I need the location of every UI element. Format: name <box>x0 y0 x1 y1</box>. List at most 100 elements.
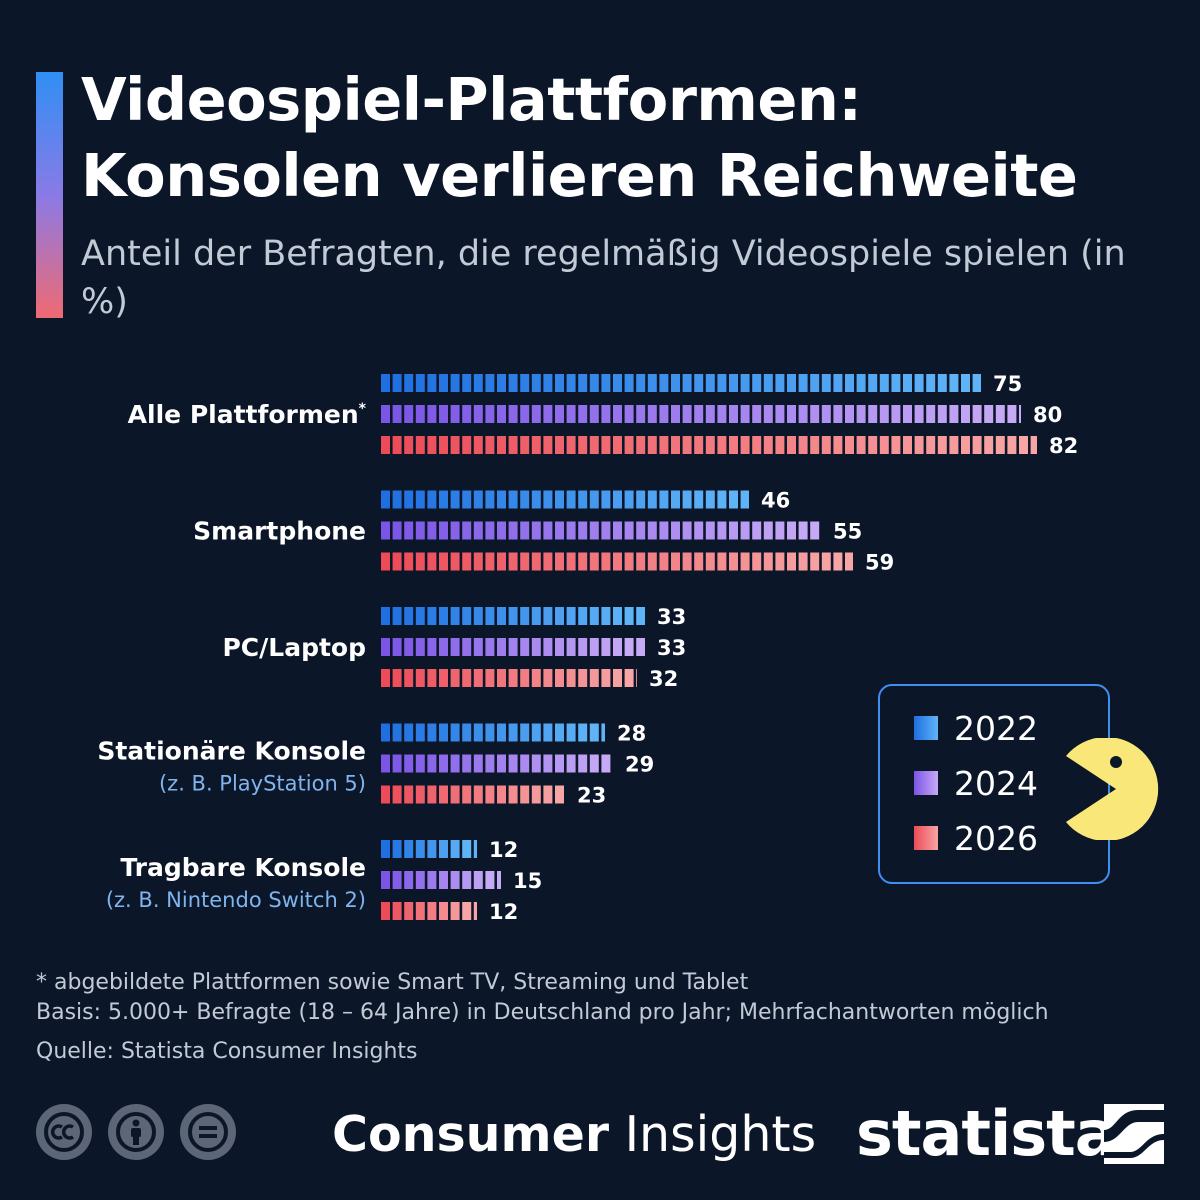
no-derivatives-icon[interactable] <box>180 1104 236 1160</box>
bar-segment <box>427 374 437 392</box>
bar-segment <box>810 552 820 571</box>
bar-segment <box>543 669 553 687</box>
bar-segment <box>392 638 402 656</box>
license-icons <box>36 1104 236 1160</box>
bar-segment <box>439 436 448 454</box>
bar-segment <box>821 436 831 454</box>
bar-segment <box>462 754 472 773</box>
bar-segment <box>740 405 750 423</box>
bar-segment <box>1019 436 1028 454</box>
bar-segment <box>636 521 646 540</box>
bar-segment <box>717 490 727 509</box>
value-label: 29 <box>625 753 654 777</box>
bar-segment <box>636 405 646 423</box>
bar-segment <box>450 723 460 742</box>
bar-segment <box>485 436 495 454</box>
bar-segment <box>624 552 634 571</box>
bar-segment <box>485 871 495 889</box>
bar-segment <box>578 521 588 540</box>
bar-segment <box>531 521 541 540</box>
brand-light: Insights <box>624 1106 817 1163</box>
bar-segment <box>473 840 477 858</box>
bar-segment <box>427 638 437 656</box>
bar-segment <box>555 436 564 454</box>
bar-segment <box>903 405 912 423</box>
bar-segment <box>601 490 611 509</box>
bar-segment <box>682 436 692 454</box>
bar-segment <box>508 374 518 392</box>
bar-segment <box>624 490 634 509</box>
bar-segment <box>613 669 622 687</box>
bar-segment <box>531 723 541 742</box>
bar-segment <box>485 405 495 423</box>
bar-segment <box>473 723 483 742</box>
bar-2024 <box>381 405 1021 423</box>
bar-segment <box>485 754 495 773</box>
bar-segment <box>543 723 553 742</box>
bar-segment <box>566 723 576 742</box>
bar-segment <box>439 871 448 889</box>
bar-segment <box>462 552 472 571</box>
bar-segment <box>636 669 637 687</box>
bar-segment <box>462 840 472 858</box>
bar-segment <box>589 490 599 509</box>
bar-segment <box>508 785 518 804</box>
bar-segment <box>763 521 773 540</box>
attribution-icon[interactable] <box>108 1104 164 1160</box>
bar-segment <box>752 552 762 571</box>
bar-segment <box>578 490 588 509</box>
bar-segment <box>555 552 564 571</box>
bar-segment <box>473 754 483 773</box>
bar-segment <box>415 902 425 920</box>
bar-segment <box>613 436 622 454</box>
bar-segment <box>462 669 472 687</box>
bar-segment <box>729 374 738 392</box>
value-label: 32 <box>649 667 678 691</box>
bar-segment <box>729 490 738 509</box>
bar-segment <box>636 638 645 656</box>
bar-segment <box>473 669 483 687</box>
value-label: 12 <box>489 838 518 862</box>
bar-segment <box>555 785 564 804</box>
bar-segment <box>439 552 448 571</box>
bar-segment <box>589 405 599 423</box>
bar-segment <box>578 374 588 392</box>
statista-logo-icon[interactable] <box>1104 1104 1164 1164</box>
bar-segment <box>833 374 843 392</box>
bar-segment <box>508 754 518 773</box>
bar-segment <box>647 405 657 423</box>
bar-segment <box>392 405 402 423</box>
bar-segment <box>497 607 506 625</box>
bar-segment <box>682 552 692 571</box>
legend-label-2026: 2026 <box>954 818 1038 858</box>
bar-segment <box>555 490 564 509</box>
bar-segment <box>404 840 414 858</box>
bar-segment <box>381 490 390 509</box>
bar-segment <box>404 754 414 773</box>
bar-2022 <box>381 490 749 509</box>
bar-segment <box>589 754 599 773</box>
bar-segment <box>473 785 483 804</box>
bar-segment <box>856 405 866 423</box>
bar-segment <box>717 436 727 454</box>
bar-segment <box>613 552 622 571</box>
legend-label-2024: 2024 <box>954 763 1038 803</box>
bar-segment <box>508 490 518 509</box>
consumer-insights-brand: Consumer Insights <box>332 1104 816 1166</box>
bar-segment <box>462 902 472 920</box>
bar-segment <box>717 374 727 392</box>
bar-segment <box>589 521 599 540</box>
bar-segment <box>381 902 390 920</box>
bar-segment <box>497 871 501 889</box>
cc-icon[interactable] <box>36 1104 92 1160</box>
statista-logo-text[interactable]: statista <box>856 1097 1117 1170</box>
bar-segment <box>462 490 472 509</box>
bar-segment <box>705 552 715 571</box>
bar-segment <box>485 552 495 571</box>
bar-segment <box>694 374 704 392</box>
bar-segment <box>427 871 437 889</box>
bar-segment <box>381 723 390 742</box>
bar-segment <box>740 490 749 509</box>
bar-segment <box>740 521 750 540</box>
